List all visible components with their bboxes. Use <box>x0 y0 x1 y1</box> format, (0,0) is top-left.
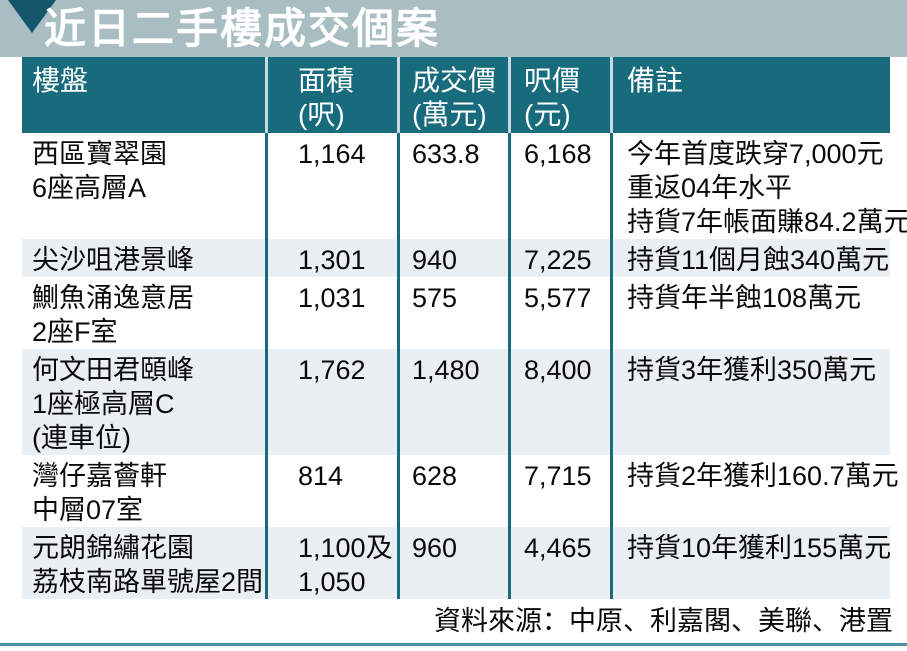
column-header-area_sqft: 面積 (呎) <box>265 57 397 133</box>
cell-line: 2座F室 <box>32 317 118 347</box>
cell-line: 7,225 <box>524 245 592 275</box>
cell-line: 西區寶翠園 <box>32 139 167 169</box>
cell-price_wan: 575 <box>397 277 508 349</box>
cell-line: 1,050 <box>298 567 366 597</box>
cell-price_wan: 633.8 <box>397 133 508 239</box>
cell-remarks: 持貨2年獲利160.7萬元 <box>610 455 899 527</box>
cell-line: 1,301 <box>298 245 366 275</box>
cell-price_per_sqft: 7,225 <box>508 239 610 277</box>
cell-price_per_sqft: 7,715 <box>508 455 610 527</box>
cell-line: 持貨年半蝕108萬元 <box>627 283 862 313</box>
column-header-label: 備註 <box>627 65 684 96</box>
cell-remarks: 持貨10年獲利155萬元 <box>610 527 892 599</box>
page-title: 近日二手樓成交個案 <box>44 5 441 52</box>
cell-line: 灣仔嘉薈軒 <box>32 461 167 491</box>
column-header-remarks: 備註 <box>610 57 890 133</box>
table-row: 元朗錦繡花園荔枝南路單號屋2間 1,100及 1,050 960 4,465 持貨10年獲… <box>22 527 892 599</box>
cell-line: 持貨3年獲利350萬元 <box>627 355 877 385</box>
cell-property: 尖沙咀港景峰 <box>22 239 265 277</box>
cell-line: 4,465 <box>524 533 592 563</box>
bottom-rule <box>0 643 907 646</box>
column-header-price_per_sqft: 呎價 (元) <box>508 57 610 133</box>
cell-line: 960 <box>412 533 458 563</box>
cell-line: 633.8 <box>412 139 480 169</box>
cell-price_per_sqft: 4,465 <box>508 527 610 599</box>
cell-line: 持貨11個月蝕340萬元 <box>627 245 890 275</box>
cell-property: 鰂魚涌逸意居 2座F室 <box>22 277 265 349</box>
cell-line: 持貨2年獲利160.7萬元 <box>627 461 899 491</box>
cell-line: 1,031 <box>298 283 366 313</box>
cell-line: 1,762 <box>298 355 366 385</box>
cell-line: 持貨10年獲利155萬元 <box>627 533 892 563</box>
cell-line: 重返04年水平 <box>627 173 793 203</box>
cell-area_sqft: 1,100及 1,050 <box>265 527 397 599</box>
cell-line: 元朗錦繡花園 <box>32 533 194 563</box>
cell-line: 8,400 <box>524 355 592 385</box>
table-row: 鰂魚涌逸意居 2座F室 1,031 575 5,577 持貨年半蝕108萬元 <box>22 277 890 349</box>
column-header-property: 樓盤 <box>22 57 265 133</box>
cell-line: 940 <box>412 245 458 275</box>
table-row: 何文田君頤峰 1座極高層C (連車位) 1,762 1,480 8,400 持貨3年獲利35… <box>22 349 890 455</box>
table-body: 西區寶翠園 6座高層A 1,164 633.8 6,168 今年首度跌穿7,000元 重返0… <box>22 133 907 599</box>
cell-price_per_sqft: 5,577 <box>508 277 610 349</box>
cell-price_wan: 940 <box>397 239 508 277</box>
cell-price_wan: 960 <box>397 527 508 599</box>
cell-property: 元朗錦繡花園荔枝南路單號屋2間 <box>22 527 265 599</box>
column-header-unit: (萬元) <box>412 99 487 130</box>
cell-line: 575 <box>412 283 458 313</box>
table-row: 灣仔嘉薈軒中層07室 814 628 7,715 持貨2年獲利160.7萬元 <box>22 455 899 527</box>
cell-remarks: 持貨3年獲利350萬元 <box>610 349 890 455</box>
cell-line: 荔枝南路單號屋2間 <box>32 567 264 597</box>
cell-line: 1,480 <box>412 355 480 385</box>
column-header-label: 呎價 <box>524 65 581 96</box>
cell-price_per_sqft: 6,168 <box>508 133 610 239</box>
cell-line: 628 <box>412 461 458 491</box>
cell-line: 1,100及 <box>298 533 393 563</box>
cell-line: 5,577 <box>524 283 592 313</box>
cell-area_sqft: 1,164 <box>265 133 397 239</box>
triangle-marker-icon <box>8 0 56 33</box>
column-header-unit: (元) <box>524 99 571 130</box>
table-row: 尖沙咀港景峰 1,301 940 7,225 持貨11個月蝕340萬元 <box>22 239 890 277</box>
cell-line: 中層07室 <box>32 495 144 525</box>
column-header-price_wan: 成交價 (萬元) <box>397 57 508 133</box>
cell-line: (連車位) <box>32 423 131 453</box>
cell-property: 西區寶翠園 6座高層A <box>22 133 265 239</box>
cell-area_sqft: 1,762 <box>265 349 397 455</box>
source-note: 資料來源：中原、利嘉閣、美聯、港置 <box>434 606 893 636</box>
column-header-label: 成交價 <box>412 65 497 96</box>
cell-remarks: 持貨年半蝕108萬元 <box>610 277 890 349</box>
cell-price_per_sqft: 8,400 <box>508 349 610 455</box>
title-bar: 近日二手樓成交個案 <box>0 0 907 57</box>
table-header-row: 樓盤 面積 (呎) 成交價 (萬元) 呎價 (元) 備註 <box>22 57 890 133</box>
cell-line: 6,168 <box>524 139 592 169</box>
table-row: 西區寶翠園 6座高層A 1,164 633.8 6,168 今年首度跌穿7,000元 重返0… <box>22 133 907 239</box>
cell-line: 1,164 <box>298 139 366 169</box>
cell-property: 何文田君頤峰 1座極高層C (連車位) <box>22 349 265 455</box>
cell-line: 6座高層A <box>32 173 147 203</box>
cell-line: 尖沙咀港景峰 <box>32 245 194 275</box>
cell-remarks: 今年首度跌穿7,000元 重返04年水平持貨7年帳面賺84.2萬元 <box>610 133 907 239</box>
cell-area_sqft: 1,301 <box>265 239 397 277</box>
cell-line: 今年首度跌穿7,000元 <box>627 139 884 169</box>
cell-property: 灣仔嘉薈軒中層07室 <box>22 455 265 527</box>
column-header-unit: (呎) <box>298 99 345 130</box>
transactions-table: 樓盤 面積 (呎) 成交價 (萬元) 呎價 (元) 備註 西區寶翠園 6座高層A 1,164 633… <box>22 57 907 599</box>
cell-line: 鰂魚涌逸意居 <box>32 283 194 313</box>
cell-line: 814 <box>298 461 344 491</box>
cell-price_wan: 628 <box>397 455 508 527</box>
cell-line: 持貨7年帳面賺84.2萬元 <box>627 207 907 237</box>
cell-area_sqft: 814 <box>265 455 397 527</box>
column-header-label: 樓盤 <box>32 65 89 96</box>
cell-price_wan: 1,480 <box>397 349 508 455</box>
cell-area_sqft: 1,031 <box>265 277 397 349</box>
cell-line: 1座極高層C <box>32 389 175 419</box>
cell-remarks: 持貨11個月蝕340萬元 <box>610 239 890 277</box>
column-header-label: 面積 <box>298 65 355 96</box>
cell-line: 何文田君頤峰 <box>32 355 194 385</box>
cell-line: 7,715 <box>524 461 592 491</box>
